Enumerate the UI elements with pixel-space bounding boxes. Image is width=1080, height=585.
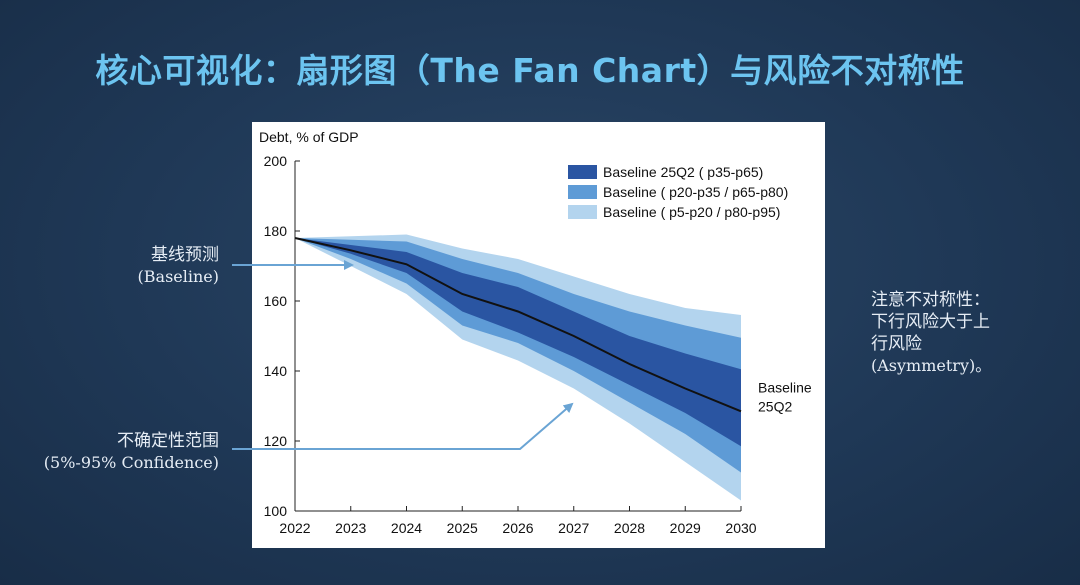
x-tick-label: 2029	[670, 520, 701, 536]
baseline-line	[294, 237, 742, 413]
baseline-end-label: Baseline	[758, 379, 812, 395]
x-tick-label: 2024	[391, 520, 422, 536]
baseline-end-label: 25Q2	[758, 398, 792, 414]
y-tick-label: 160	[264, 293, 288, 309]
baseline-annotation-en: (Baseline)	[137, 267, 219, 286]
asymmetry-line-2: 下行风险大于上	[871, 312, 990, 332]
baseline-annotation: 基线预测 (Baseline)	[138, 244, 219, 288]
legend-label: Baseline 25Q2 ( p35-p65)	[603, 164, 763, 180]
y-tick-label: 200	[264, 153, 288, 169]
y-tick-label: 180	[264, 223, 288, 239]
fan-chart: Baseline 25Q2 100 120 140 160 180 200 2022 2023 2…	[259, 129, 812, 536]
legend-swatch	[568, 165, 597, 179]
x-tick-label: 2028	[614, 520, 645, 536]
slide-title: 核心可视化：扇形图（The Fan Chart）与风险不对称性	[95, 51, 965, 90]
asymmetry-line-1: 注意不对称性：	[871, 290, 990, 310]
x-tick-label: 2030	[725, 520, 756, 536]
confidence-annotation-zh: 不确定性范围	[117, 431, 219, 451]
fan-chart-panel: Baseline 25Q2 100 120 140 160 180 200 2022 2023 2…	[252, 122, 825, 548]
y-axis-label: Debt, % of GDP	[259, 129, 359, 145]
legend-label: Baseline ( p20-p35 / p65-p80)	[603, 184, 788, 200]
x-tick-label: 2022	[279, 520, 310, 536]
legend-swatch	[568, 185, 597, 199]
legend-swatch	[568, 205, 597, 219]
x-tick-label: 2027	[558, 520, 589, 536]
confidence-annotation-en: (5%-95% Confidence)	[43, 453, 219, 472]
x-tick-label: 2025	[447, 520, 478, 536]
confidence-annotation: 不确定性范围 (5%-95% Confidence)	[44, 430, 219, 474]
x-tick-label: 2026	[502, 520, 533, 536]
legend-label: Baseline ( p5-p20 / p80-p95)	[603, 204, 780, 220]
baseline-annotation-zh: 基线预测	[151, 245, 219, 265]
y-tick-label: 120	[264, 433, 288, 449]
asymmetry-line-4: (Asymmetry)。	[871, 356, 992, 375]
asymmetry-annotation: 注意不对称性： 下行风险大于上 行风险 (Asymmetry)。	[871, 289, 991, 377]
asymmetry-line-3: 行风险	[871, 334, 922, 354]
y-tick-label: 140	[264, 363, 288, 379]
x-tick-label: 2023	[335, 520, 366, 536]
y-tick-label: 100	[264, 503, 288, 519]
band-outer-p5-p95	[295, 234, 741, 501]
